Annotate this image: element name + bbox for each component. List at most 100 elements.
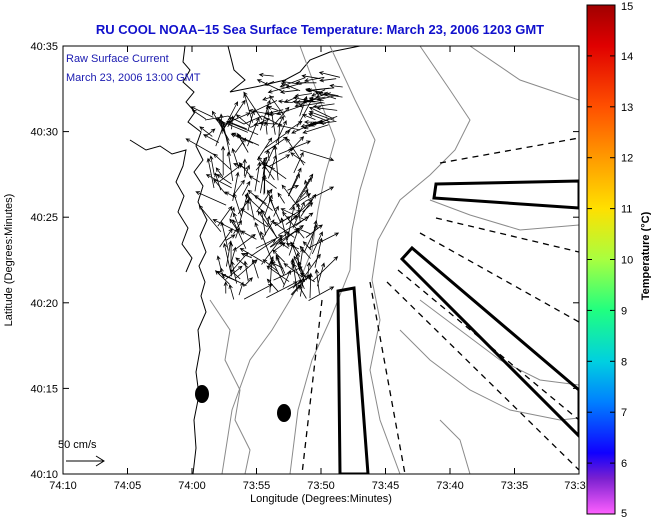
current-vector [233, 220, 242, 235]
current-vector [243, 277, 253, 287]
current-vector [282, 211, 305, 239]
current-vector [209, 155, 215, 176]
x-tick-label: 73:3 [564, 480, 585, 492]
current-vector [235, 233, 256, 250]
current-vector [269, 110, 276, 135]
current-vector [304, 186, 335, 202]
y-tick-label: 40:25 [30, 212, 58, 224]
current-vector [252, 100, 278, 113]
current-vector [311, 231, 323, 255]
y-tick-label: 40:35 [30, 41, 58, 53]
current-vector [265, 104, 271, 118]
current-vector [305, 224, 323, 238]
upper-shore [227, 46, 361, 93]
bathymetry-contours [209, 46, 579, 474]
current-vector [293, 263, 305, 290]
current-vector [202, 134, 219, 143]
current-vector [216, 173, 232, 185]
current-vector [303, 76, 325, 83]
current-vector [185, 138, 215, 156]
scale-label: 50 cm/s [58, 439, 97, 451]
current-vector [281, 184, 301, 210]
current-vector [231, 179, 245, 197]
current-vector [269, 197, 282, 224]
current-vector [232, 219, 247, 249]
current-vector [283, 263, 303, 278]
current-vector [294, 97, 318, 107]
current-vector [308, 113, 330, 123]
barrier-coast [129, 139, 193, 273]
current-vector [248, 175, 260, 183]
current-vector [288, 173, 300, 197]
current-vector [302, 202, 314, 213]
current-vector [261, 209, 278, 239]
x-tick-label: 73:40 [436, 480, 464, 492]
x-axis-ticks: 74:10 74:05 74:00 73:55 73:50 73:45 73:40 73:35… [49, 46, 586, 492]
current-vector [266, 149, 271, 161]
current-vector [230, 206, 235, 218]
colorbar-tick-label: 14 [621, 51, 633, 63]
current-vector [272, 242, 286, 252]
current-vector [237, 132, 245, 146]
x-tick-label: 73:50 [307, 480, 335, 492]
current-vector [232, 192, 242, 217]
y-tick-label: 40:20 [30, 298, 58, 310]
current-vector [224, 191, 237, 199]
current-vector [255, 156, 268, 171]
current-vector [226, 151, 234, 182]
current-vector [254, 222, 263, 240]
scale-arrow [66, 455, 105, 467]
current-vector [255, 235, 284, 249]
colorbar-tick-label: 13 [621, 102, 633, 114]
current-vector [329, 83, 343, 89]
current-vector [241, 180, 251, 196]
current-vector [256, 137, 273, 161]
current-vector [297, 260, 307, 281]
current-vector [287, 205, 296, 241]
current-vector [256, 79, 284, 92]
colorbar-tick-label: 6 [621, 458, 627, 470]
current-vector [273, 266, 303, 281]
current-vector [285, 243, 299, 250]
current-vector [199, 126, 213, 137]
current-vector [258, 72, 274, 78]
map-area [129, 46, 579, 474]
current-vector [312, 103, 335, 109]
current-vector [303, 224, 318, 254]
current-vector [215, 167, 224, 178]
current-vector [263, 81, 275, 86]
annotation-line2: March 23, 2006 13:00 GMT [66, 72, 201, 84]
current-vector [233, 162, 249, 170]
current-vector [266, 278, 279, 292]
current-vector [285, 81, 307, 89]
current-vector [318, 91, 343, 98]
current-vector [220, 221, 229, 251]
current-vector [235, 259, 258, 279]
current-vector [280, 217, 289, 247]
current-vector [232, 212, 243, 235]
current-vector [239, 192, 249, 224]
current-vector [242, 158, 247, 177]
current-vector [221, 145, 226, 176]
current-vector [213, 178, 227, 195]
current-vector [288, 136, 305, 153]
current-vector [216, 255, 222, 271]
colorbar-label: Temperature (°C) [640, 211, 651, 300]
current-vector [226, 240, 233, 267]
y-tick-label: 40:10 [30, 469, 58, 481]
current-vector [308, 107, 335, 120]
current-vector [262, 259, 278, 272]
current-vector [250, 239, 277, 257]
current-vector [240, 253, 252, 259]
current-vector [234, 137, 247, 153]
current-vector [295, 212, 314, 227]
current-vector [316, 106, 338, 111]
current-vector [264, 121, 269, 135]
current-vector [243, 91, 263, 121]
sampling-boxes [336, 179, 579, 474]
current-vector [206, 157, 215, 189]
current-vector [254, 161, 262, 192]
current-vector [191, 109, 206, 120]
current-vector [228, 284, 235, 300]
